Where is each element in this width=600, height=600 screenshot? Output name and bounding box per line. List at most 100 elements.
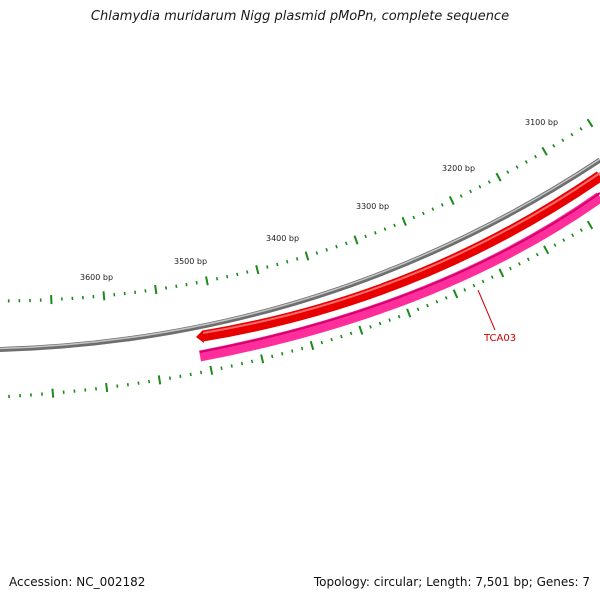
outer-minor-tick	[165, 286, 168, 290]
outer-minor-tick	[431, 207, 435, 211]
outer-minor-tick	[561, 138, 565, 143]
gene-arrow-red[interactable]	[196, 171, 600, 343]
inner-minor-tick	[444, 296, 448, 300]
scale-label-3100: 3100 bp	[525, 118, 558, 127]
outer-minor-tick	[185, 282, 188, 287]
outer-minor-tick	[524, 160, 528, 164]
inner-minor-tick	[426, 303, 429, 308]
outer-minor-tick	[579, 127, 583, 131]
outer-minor-tick	[195, 280, 198, 285]
inner-minor-tick	[330, 337, 333, 342]
backbone-ring	[0, 157, 600, 353]
outer-minor-tick	[506, 170, 510, 174]
outer-minor-tick	[570, 132, 574, 137]
inner-minor-tick	[562, 238, 566, 242]
outer-minor-tick	[412, 215, 416, 220]
outer-minor-tick	[364, 234, 367, 239]
outer-minor-tick	[421, 211, 425, 216]
outer-major-tick	[586, 118, 594, 128]
inner-major-tick	[209, 365, 214, 375]
outer-minor-tick	[515, 165, 519, 169]
inner-minor-tick	[463, 288, 467, 292]
outer-minor-tick	[315, 251, 319, 255]
inner-minor-tick	[526, 257, 530, 262]
outer-minor-tick	[325, 248, 328, 252]
outer-major-tick	[102, 291, 106, 301]
outer-major-tick	[353, 235, 359, 245]
gene-label-leader	[477, 289, 496, 331]
inner-minor-tick	[250, 359, 254, 364]
outer-major-tick	[448, 195, 455, 206]
inner-minor-tick	[320, 340, 324, 345]
outer-minor-tick	[215, 277, 219, 281]
outer-minor-tick	[374, 231, 377, 235]
outer-major-tick	[401, 216, 407, 226]
inner-minor-tick	[517, 262, 521, 266]
inner-major-tick	[586, 220, 594, 230]
inner-minor-tick	[472, 283, 476, 288]
inner-minor-tick	[281, 352, 284, 356]
inner-major-tick	[406, 308, 412, 318]
outer-major-tick	[255, 264, 260, 275]
outer-minor-tick	[226, 274, 229, 279]
inner-minor-tick	[369, 325, 372, 329]
inner-minor-tick	[397, 314, 401, 319]
summary-text: Topology: circular; Length: 7,501 bp; Ge…	[313, 575, 590, 589]
inner-minor-tick	[490, 275, 494, 279]
map-title: Chlamydia muridarum Nigg plasmid pMoPn, …	[90, 9, 510, 24]
inner-major-tick	[105, 382, 109, 393]
outer-minor-tick	[175, 284, 178, 289]
outer-minor-tick	[552, 143, 556, 148]
outer-minor-tick	[344, 241, 348, 246]
outer-minor-tick	[335, 244, 338, 249]
outer-minor-tick	[440, 203, 444, 207]
inner-minor-tick	[271, 354, 274, 359]
inner-minor-tick	[416, 307, 420, 312]
outer-minor-tick	[236, 272, 239, 277]
inner-minor-tick	[340, 334, 343, 339]
scale-label-3200: 3200 bp	[442, 164, 475, 173]
inner-major-tick	[543, 245, 550, 255]
inner-minor-tick	[349, 331, 353, 336]
inner-minor-tick	[179, 374, 182, 379]
cds-feature-tca03[interactable]	[198, 192, 600, 362]
gene-label-tca03[interactable]: TCA03	[483, 333, 516, 344]
inner-minor-tick	[189, 372, 192, 377]
inner-minor-tick	[148, 379, 151, 384]
outer-minor-tick	[383, 227, 387, 231]
inner-minor-tick	[378, 321, 382, 326]
inner-minor-tick	[508, 266, 512, 271]
outer-minor-tick	[276, 262, 279, 267]
inner-minor-tick	[199, 370, 203, 375]
outer-minor-tick	[266, 265, 269, 269]
inner-minor-tick	[230, 364, 233, 368]
outer-major-tick	[205, 276, 209, 286]
outer-major-tick	[154, 284, 158, 295]
inner-minor-tick	[435, 299, 439, 304]
inner-minor-tick	[579, 228, 583, 232]
inner-minor-tick	[571, 233, 575, 237]
inner-major-tick	[260, 354, 265, 364]
inner-major-tick	[51, 388, 55, 398]
outer-minor-tick	[534, 154, 537, 159]
outer-minor-tick	[469, 189, 473, 194]
scale-label-3300: 3300 bp	[356, 202, 389, 211]
outer-minor-tick	[393, 223, 396, 228]
outer-minor-tick	[459, 194, 463, 198]
outer-minor-tick	[144, 289, 147, 293]
inner-minor-tick	[535, 252, 539, 257]
accession-text: Accession: NC_002182	[9, 575, 146, 589]
inner-minor-tick	[291, 349, 294, 353]
scale-label-3400: 3400 bp	[266, 234, 299, 243]
outer-scale-ticks	[7, 118, 594, 305]
inner-major-tick	[157, 375, 162, 385]
inner-minor-tick	[240, 361, 244, 366]
outer-major-tick	[304, 251, 310, 261]
outer-minor-tick	[487, 180, 491, 184]
inner-minor-tick	[388, 318, 391, 322]
scale-label-3500: 3500 bp	[174, 257, 207, 266]
inner-minor-tick	[300, 346, 304, 351]
inner-minor-tick	[553, 243, 557, 247]
inner-minor-tick	[481, 279, 485, 284]
